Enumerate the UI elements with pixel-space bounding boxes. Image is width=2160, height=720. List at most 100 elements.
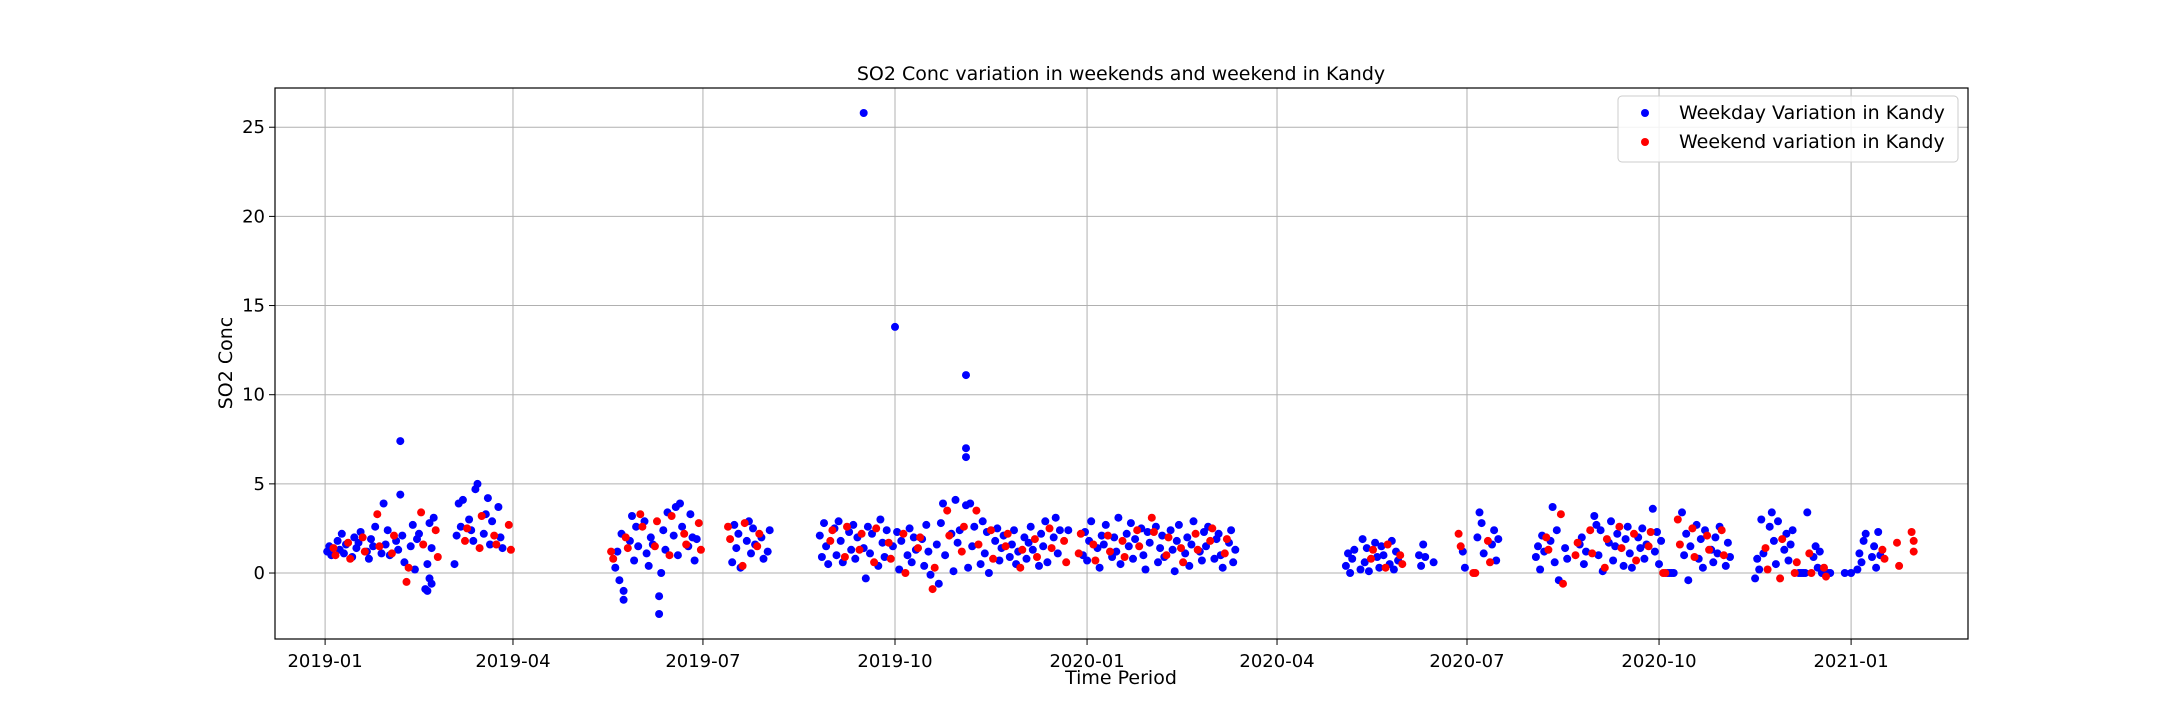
data-point [1621, 535, 1630, 544]
data-point [1177, 544, 1185, 553]
data-point [941, 551, 950, 560]
data-point [667, 512, 676, 520]
data-point [1118, 536, 1127, 545]
data-point [1116, 560, 1125, 569]
data-point [358, 533, 367, 542]
data-point [962, 444, 970, 453]
data-point [655, 610, 664, 618]
data-point [1001, 542, 1010, 551]
data-point [1563, 554, 1572, 563]
data-point [1456, 542, 1465, 551]
data-point [1761, 544, 1770, 553]
data-point [1018, 545, 1027, 554]
data-point [972, 506, 981, 515]
data-point [488, 517, 497, 526]
data-point [1680, 551, 1689, 560]
data-point [882, 526, 891, 535]
data-point [486, 540, 494, 549]
data-point [1460, 563, 1469, 572]
data-point [1805, 549, 1814, 558]
data-point [868, 529, 876, 538]
data-point [991, 536, 1000, 545]
data-point [1350, 545, 1359, 554]
data-point [926, 570, 935, 579]
data-point [1356, 565, 1365, 574]
data-point [408, 520, 417, 529]
axis-ticks: 2019-01 2019-04 2019-07 2019-10 2020-01 2020-… [242, 117, 1889, 672]
data-point [897, 536, 906, 545]
data-point [638, 522, 647, 531]
data-point [1174, 520, 1183, 529]
data-point [458, 495, 467, 504]
data-point [730, 520, 739, 529]
data-point [732, 544, 741, 553]
data-point [686, 510, 695, 519]
data-point [1801, 569, 1810, 577]
data-point [828, 526, 837, 535]
data-point [1028, 545, 1037, 554]
data-point [498, 544, 507, 553]
data-point [1755, 565, 1764, 574]
data-point [957, 547, 966, 556]
data-point [1619, 561, 1628, 570]
data-point [694, 519, 703, 528]
data-point [863, 522, 872, 531]
data-point [494, 503, 503, 511]
data-point [1600, 563, 1609, 572]
data-point [655, 592, 664, 601]
data-point [1675, 540, 1684, 549]
data-point [1166, 526, 1175, 535]
data-point [1035, 561, 1043, 570]
data-point [1855, 549, 1864, 558]
data-point [433, 553, 442, 561]
data-point [1678, 508, 1686, 517]
data-point [1561, 544, 1570, 553]
data-point [475, 544, 484, 553]
data-point [417, 508, 426, 517]
data-point [1202, 542, 1210, 551]
data-point [1534, 542, 1542, 551]
data-point [759, 554, 768, 563]
data-point [642, 549, 651, 558]
data-point [1103, 531, 1112, 540]
x-axis-label: Time Period [1064, 667, 1177, 689]
legend-marker-weekday [1641, 109, 1649, 117]
data-point [1043, 558, 1052, 567]
data-point [360, 547, 369, 556]
data-point [962, 371, 970, 380]
data-point [1114, 513, 1123, 522]
data-point [483, 494, 492, 503]
data-point [1126, 519, 1135, 528]
x-tick-label: 2019-04 [475, 651, 550, 672]
x-tick-label: 2019-10 [857, 651, 932, 672]
data-point [1774, 517, 1782, 526]
data-point [1210, 554, 1219, 563]
data-point [1792, 558, 1801, 567]
data-point [724, 522, 732, 531]
data-point [1064, 526, 1073, 535]
data-point [634, 542, 643, 551]
grid-lines [275, 88, 1968, 639]
data-point [1590, 512, 1599, 520]
data-point [1822, 572, 1830, 581]
data-point [673, 551, 682, 560]
data-point [1147, 513, 1156, 522]
data-point [1868, 553, 1876, 561]
data-point [1673, 515, 1682, 524]
data-point [840, 553, 849, 561]
data-point [1751, 574, 1760, 583]
data-point [678, 522, 687, 531]
data-point [1776, 574, 1785, 583]
data-point [636, 510, 645, 519]
data-point [659, 526, 668, 535]
data-point [1646, 528, 1655, 536]
data-point [680, 529, 689, 538]
data-point [1039, 542, 1048, 551]
data-point [1536, 565, 1545, 574]
data-point [753, 542, 762, 551]
data-point [1222, 535, 1231, 544]
data-point [1638, 524, 1647, 533]
data-point [1030, 535, 1039, 544]
data-point [1089, 540, 1098, 549]
y-tick-label: 0 [254, 563, 265, 584]
